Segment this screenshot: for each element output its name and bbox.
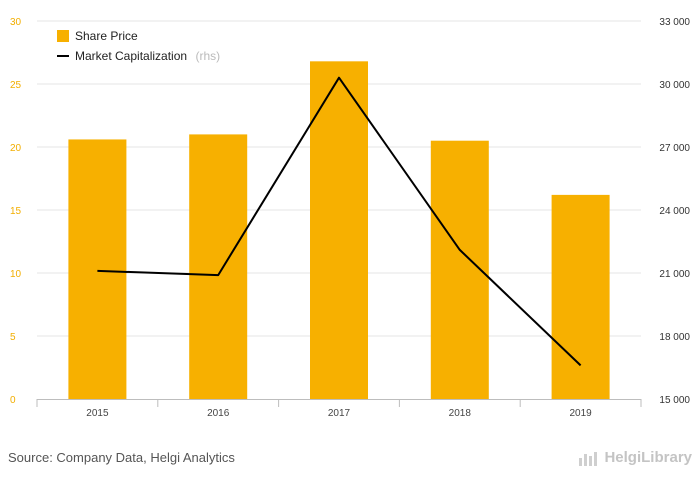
y-left-tick-label: 5 [10, 332, 16, 343]
y-right-tick-label: 21 000 [659, 269, 690, 280]
x-tick-label: 2017 [328, 408, 351, 419]
helgi-library-logo: HelgiLibrary [578, 449, 692, 466]
y-left-tick-label: 0 [10, 395, 16, 406]
y-right-tick-label: 33 000 [659, 17, 690, 28]
y-left-tick-label: 30 [10, 17, 22, 28]
bar-share-price [310, 61, 368, 399]
y-right-tick-label: 15 000 [659, 395, 690, 406]
x-tick-label: 2015 [86, 408, 109, 419]
y-left-tick-label: 15 [10, 206, 22, 217]
legend-rhs-note: (rhs) [196, 49, 221, 63]
y-right-tick-label: 30 000 [659, 80, 690, 91]
axes: 0 15 000 5 18 000 10 21 000 15 24 000 20 27 000 25… [10, 17, 690, 419]
bar-share-price [430, 140, 489, 399]
y-right-tick-label: 18 000 [659, 332, 690, 343]
share-price-bars [68, 61, 610, 399]
chart: 0 15 000 5 18 000 10 21 000 15 24 000 20 27 000 25… [10, 17, 690, 419]
legend-market-cap-name: Market Capitalization [75, 49, 187, 63]
bar-share-price [189, 134, 248, 399]
legend-label-market-cap: Market Capitalization (rhs) [75, 47, 220, 64]
x-tick-label: 2016 [207, 408, 230, 419]
market-cap-line-layer [97, 76, 582, 367]
y-right-tick-label: 27 000 [659, 143, 690, 154]
source-note: Source: Company Data, Helgi Analytics [8, 450, 235, 465]
x-tick-label: 2019 [569, 408, 592, 419]
legend: Share Price Market Capitalization (rhs) [57, 29, 220, 64]
brand-name: HelgiLibrary [604, 449, 692, 466]
x-tick-label: 2018 [449, 408, 472, 419]
legend-label-share-price: Share Price [75, 29, 138, 43]
legend-swatch-share-price [57, 30, 69, 42]
library-chart-icon [579, 451, 598, 466]
y-left-tick-label: 20 [10, 143, 22, 154]
bar-share-price [68, 139, 127, 399]
y-left-tick-label: 25 [10, 80, 22, 91]
bar-share-price [551, 194, 610, 399]
y-right-tick-label: 24 000 [659, 206, 690, 217]
y-left-tick-label: 10 [10, 269, 22, 280]
